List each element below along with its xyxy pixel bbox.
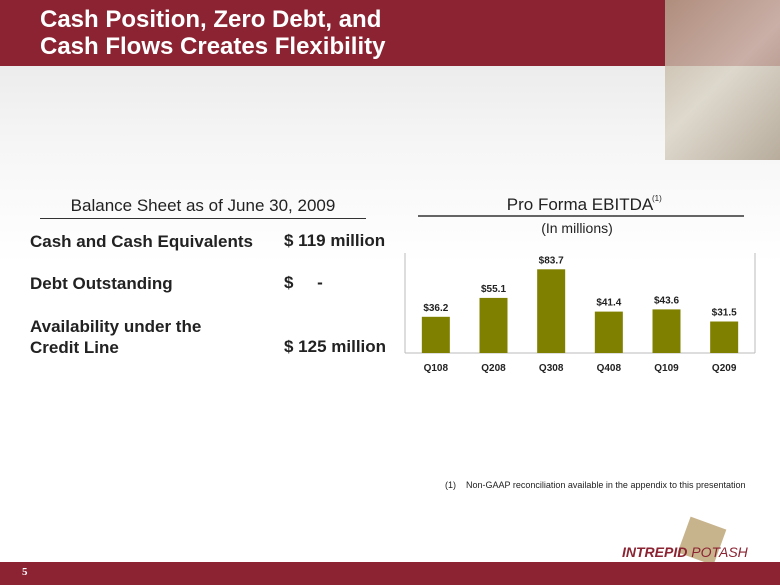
logo-word: INTREPID <box>622 544 688 560</box>
slide-title: Cash Position, Zero Debt, and Cash Flows… <box>40 6 385 60</box>
value-label: $36.2 <box>423 303 448 314</box>
chart: Pro Forma EBITDA (1) (In millions) Q108 $… <box>404 194 756 374</box>
x-tick-label: Q408 <box>597 363 622 374</box>
row-label-line: Debt Outstanding <box>30 274 173 293</box>
bar <box>710 321 739 353</box>
logo-word: POTASH <box>691 544 748 560</box>
bar <box>594 311 623 353</box>
balance-heading: Balance Sheet as of June 30, 2009 <box>40 196 366 219</box>
x-tick-label: Q209 <box>712 363 737 374</box>
x-tick-label: Q109 <box>654 363 679 374</box>
header-bar <box>0 0 780 66</box>
bar <box>479 297 508 353</box>
row-label-line: Credit Line <box>30 338 119 357</box>
footer-bar <box>0 562 780 585</box>
footnote-text: Non-GAAP reconciliation available in the… <box>466 480 746 490</box>
x-tick-label: Q208 <box>481 363 506 374</box>
page-number: 5 <box>22 566 28 578</box>
row-label-line: Cash and Cash Equivalents <box>30 232 253 251</box>
bar <box>421 316 450 353</box>
value-label: $43.6 <box>654 295 679 306</box>
row-value: $ 119 million <box>284 231 386 250</box>
bar <box>652 309 681 353</box>
chart-title: Pro Forma EBITDA <box>507 195 654 214</box>
row-label: Availability under the Credit Line <box>30 316 201 358</box>
header-photo <box>665 0 780 160</box>
bar <box>537 269 566 353</box>
value-label: $55.1 <box>481 284 506 295</box>
x-tick-label: Q308 <box>539 363 564 374</box>
footnote: (1) Non-GAAP reconciliation available in… <box>445 480 746 490</box>
footnote-marker: (1) <box>445 480 456 490</box>
row-label: Debt Outstanding <box>30 273 173 294</box>
row-value: $ 125 million <box>284 337 387 356</box>
row-label-line: Availability under the <box>30 317 202 336</box>
row-label: Cash and Cash Equivalents <box>30 231 253 252</box>
value-label: $83.7 <box>539 255 564 266</box>
value-label: $41.4 <box>596 298 621 309</box>
title-line: Cash Position, Zero Debt, and <box>40 6 382 33</box>
chart-title-note: (1) <box>652 194 662 203</box>
row-value: $ - <box>284 273 323 292</box>
logo: INTREPID POTASH <box>622 544 748 560</box>
value-label: $31.5 <box>712 308 737 319</box>
title-line: Cash Flows Creates Flexibility <box>40 33 386 60</box>
x-tick-label: Q108 <box>424 363 449 374</box>
chart-subtitle: (In millions) <box>541 220 613 236</box>
